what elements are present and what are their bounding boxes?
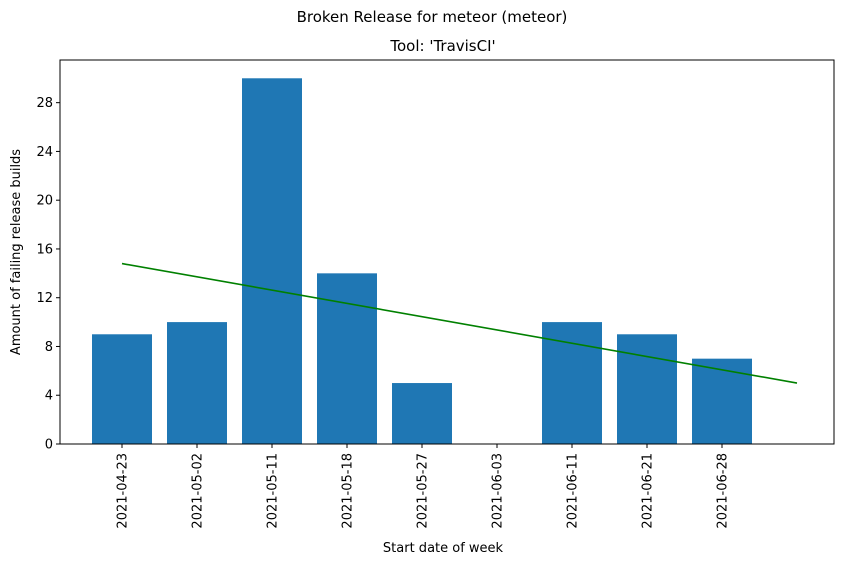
chart-title: Tool: 'TravisCI' xyxy=(389,37,495,55)
trend-line xyxy=(121,262,798,384)
figure-suptitle: Broken Release for meteor (meteor) xyxy=(296,8,568,26)
x-tick-label: 2021-06-03 xyxy=(491,453,506,529)
bar-2021-05-02 xyxy=(167,322,227,444)
y-tick-label: 8 xyxy=(45,340,53,355)
x-tick-label: 2021-05-02 xyxy=(191,453,206,529)
x-tick-label: 2021-06-28 xyxy=(716,453,731,529)
y-tick-label: 20 xyxy=(36,194,53,209)
y-tick-label: 16 xyxy=(36,242,53,257)
bars-group xyxy=(92,78,752,445)
x-axis: 2021-04-23 2021-05-02 2021-05-11 2021-05-18… xyxy=(116,444,731,529)
bar-2021-05-11 xyxy=(242,78,302,445)
y-axis-label: Amount of failing release builds xyxy=(9,149,24,355)
bar-2021-06-21 xyxy=(617,334,677,444)
y-tick-label: 0 xyxy=(45,438,53,453)
x-tick-label: 2021-06-21 xyxy=(641,453,656,529)
bar-2021-05-18 xyxy=(317,273,377,444)
bar-2021-06-28 xyxy=(692,358,752,444)
trend-line-group xyxy=(121,262,798,384)
x-tick-label: 2021-05-27 xyxy=(416,453,431,529)
bar-2021-06-11 xyxy=(542,322,602,444)
y-tick-label: 12 xyxy=(36,291,53,306)
x-tick-label: 2021-06-11 xyxy=(566,453,581,529)
x-axis-label: Start date of week xyxy=(383,541,504,556)
plot-frame xyxy=(59,59,835,445)
y-tick-label: 28 xyxy=(36,96,53,111)
y-axis: 0 4 8 12 16 20 24 28 xyxy=(36,96,60,453)
bar-2021-05-27 xyxy=(392,383,452,444)
y-tick-label: 4 xyxy=(45,389,53,404)
bar-2021-04-23 xyxy=(92,334,152,444)
y-tick-label: 24 xyxy=(36,145,53,160)
x-tick-label: 2021-05-18 xyxy=(341,453,356,529)
x-tick-label: 2021-05-11 xyxy=(266,453,281,529)
x-tick-label: 2021-04-23 xyxy=(116,453,131,529)
